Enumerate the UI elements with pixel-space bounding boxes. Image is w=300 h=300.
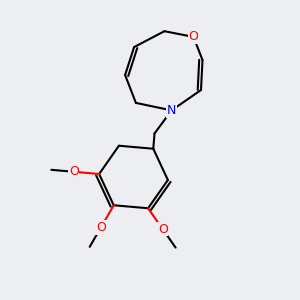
Text: O: O <box>96 221 106 234</box>
Text: O: O <box>189 30 198 44</box>
Text: N: N <box>167 104 176 117</box>
Text: O: O <box>69 165 79 178</box>
Text: O: O <box>158 223 168 236</box>
